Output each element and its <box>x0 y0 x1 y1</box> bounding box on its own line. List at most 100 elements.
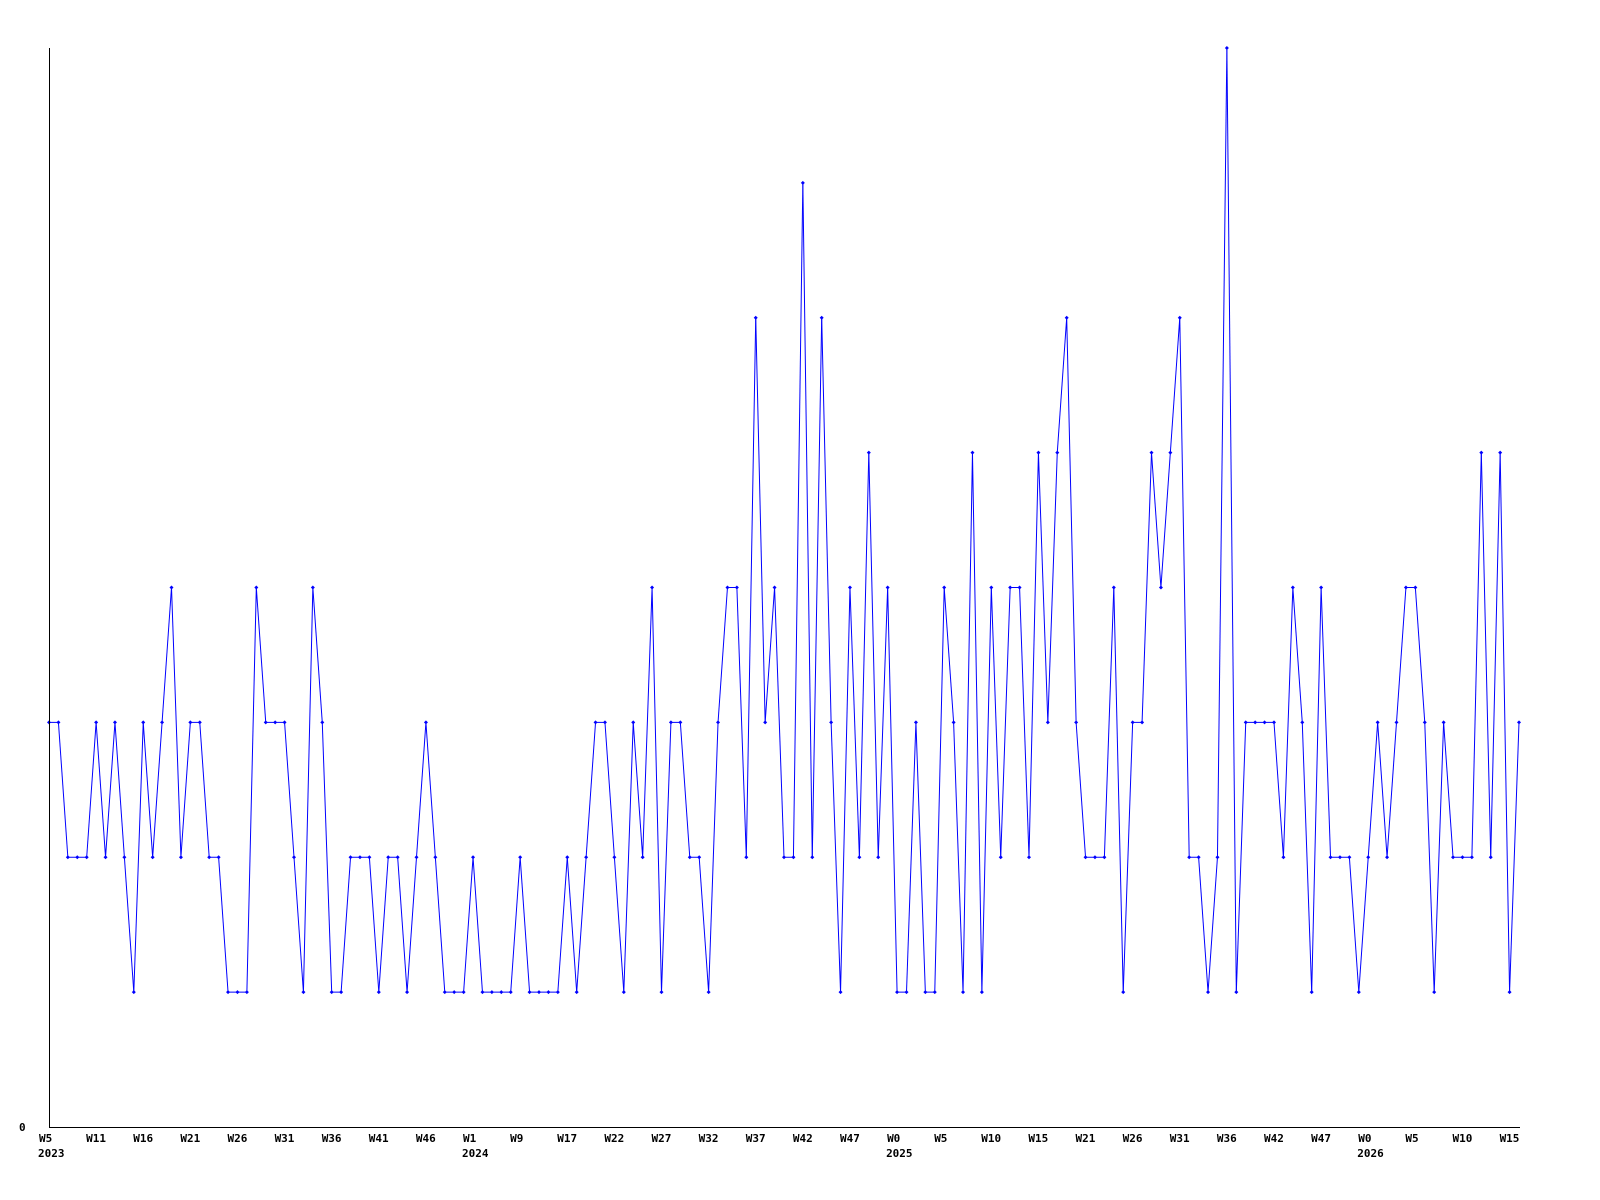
data-point <box>499 990 504 995</box>
series-segment <box>105 722 116 858</box>
data-point <box>160 720 165 725</box>
series-segment <box>472 857 483 993</box>
x-tick-label: W47 <box>840 1132 860 1145</box>
series-segment <box>887 587 898 993</box>
x-tick-label: W47 <box>1311 1132 1331 1145</box>
series-segment <box>943 587 955 723</box>
data-point <box>1319 585 1324 590</box>
data-point <box>1413 585 1418 590</box>
series-segment <box>1273 722 1284 858</box>
data-point <box>1517 720 1521 725</box>
series-segment <box>340 857 352 993</box>
data-point <box>866 450 871 455</box>
data-point <box>1385 855 1390 860</box>
data-point <box>829 720 834 725</box>
data-point <box>885 585 890 590</box>
data-point <box>1498 450 1503 455</box>
series-segment <box>1367 722 1379 858</box>
series-segment <box>802 182 813 858</box>
data-point <box>1215 855 1220 860</box>
series-segment <box>849 587 860 858</box>
series-segment <box>1047 452 1058 723</box>
data-point <box>1234 990 1239 995</box>
x-tick-label: W36 <box>1217 1132 1237 1145</box>
data-point <box>489 990 494 995</box>
data-point <box>1451 855 1456 860</box>
data-point <box>197 720 202 725</box>
data-point <box>150 855 155 860</box>
series-segment <box>1443 722 1454 858</box>
series-segment <box>123 857 135 993</box>
data-point <box>716 720 721 725</box>
series-segment <box>180 722 191 858</box>
series-line-group <box>49 47 1520 993</box>
series-segment <box>1480 452 1492 858</box>
series-segment <box>152 722 163 858</box>
data-point <box>1130 720 1135 725</box>
series-segment <box>1282 587 1294 858</box>
x-tick-label: W5 <box>1405 1132 1418 1145</box>
data-point <box>1036 450 1041 455</box>
data-point <box>84 855 89 860</box>
data-point <box>1196 855 1201 860</box>
data-point <box>753 315 758 320</box>
series-segment <box>1103 587 1115 858</box>
data-point <box>1441 720 1446 725</box>
series-segment <box>425 722 436 858</box>
data-point <box>1356 990 1361 995</box>
series-segment <box>1160 452 1171 588</box>
series-segment <box>218 857 229 993</box>
series-segment <box>312 587 323 723</box>
data-point <box>518 855 523 860</box>
data-point <box>235 990 240 995</box>
data-point <box>1460 855 1465 860</box>
series-segment <box>1141 452 1152 723</box>
series-segment <box>142 722 154 858</box>
data-point <box>1121 990 1126 995</box>
data-point-markers <box>47 46 1521 995</box>
series-segment <box>321 722 333 993</box>
data-point <box>329 990 334 995</box>
series-segment <box>604 722 615 858</box>
data-point <box>226 990 231 995</box>
data-point <box>122 855 127 860</box>
data-point <box>772 585 777 590</box>
data-point <box>574 990 579 995</box>
series-segment <box>397 857 408 993</box>
series-segment <box>1490 452 1501 858</box>
data-point <box>244 990 249 995</box>
series-segment <box>576 857 587 993</box>
data-point <box>1309 990 1314 995</box>
x-tick-label: W9 <box>510 1132 523 1145</box>
data-point <box>782 855 786 860</box>
series-segment <box>246 587 257 993</box>
data-point <box>979 990 984 995</box>
series-segment <box>792 182 804 858</box>
series-segment <box>416 722 427 858</box>
data-point <box>1262 720 1267 725</box>
x-tick-label: W37 <box>746 1132 766 1145</box>
series-segment <box>679 722 691 858</box>
data-point <box>414 855 419 860</box>
series-segment <box>463 857 474 993</box>
data-point <box>612 855 617 860</box>
x-year-label: 2025 <box>886 1147 913 1160</box>
series-segment <box>1151 452 1162 588</box>
data-point <box>923 990 928 995</box>
data-point <box>292 855 296 860</box>
data-point <box>103 855 108 860</box>
series-segment <box>1179 317 1190 858</box>
series-segment <box>698 857 710 993</box>
data-point <box>1394 720 1399 725</box>
data-point <box>320 720 325 725</box>
series-segment <box>171 587 182 858</box>
series-segment <box>858 452 870 858</box>
data-point <box>970 450 975 455</box>
x-year-label: 2024 <box>462 1147 489 1160</box>
data-point <box>734 585 739 590</box>
x-tick-label: W22 <box>604 1132 624 1145</box>
data-point <box>405 990 410 995</box>
series-segment <box>1348 857 1360 993</box>
data-point <box>876 855 881 860</box>
series-segment <box>284 722 295 858</box>
